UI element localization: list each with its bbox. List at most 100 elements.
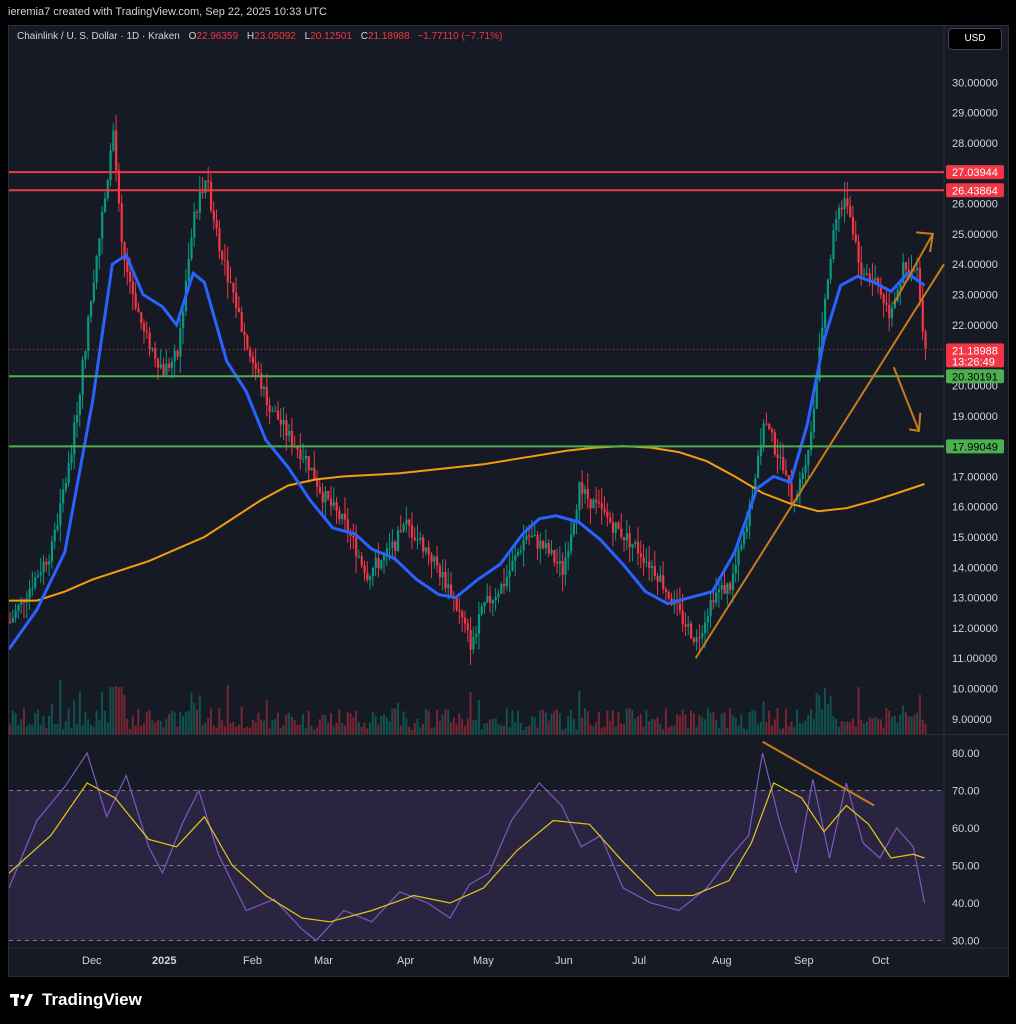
candle-body <box>827 279 829 298</box>
candle-body <box>277 411 279 420</box>
volume-bar <box>137 709 139 734</box>
volume-bar <box>553 711 555 734</box>
volume-bar <box>897 723 899 734</box>
candle-body <box>866 274 868 275</box>
candle-body <box>98 238 100 256</box>
time-tick-label: Mar <box>314 955 333 967</box>
price-tick-label: 26.00000 <box>952 199 998 211</box>
volume-bar <box>352 717 354 734</box>
volume-bar <box>263 721 265 734</box>
candle-body <box>631 544 633 547</box>
candle-body <box>196 212 198 213</box>
candle-body <box>34 577 36 588</box>
candle-body <box>470 630 472 649</box>
time-tick-label: Oct <box>872 955 889 967</box>
candle-body <box>243 332 245 336</box>
candle-body <box>227 261 229 282</box>
volume-bar <box>676 714 678 734</box>
volume-bar <box>37 710 39 734</box>
candle-body <box>112 130 114 150</box>
candle-body <box>430 554 432 561</box>
candle-body <box>322 493 324 503</box>
volume-bar <box>341 723 343 734</box>
volume-bar <box>523 730 525 734</box>
volume-bar <box>84 712 86 734</box>
candle-body <box>179 328 181 356</box>
candle-body <box>790 483 792 503</box>
candle-body <box>838 208 840 219</box>
candle-body <box>42 562 44 573</box>
volume-bar <box>539 711 541 734</box>
volume-bar <box>224 726 226 734</box>
candle-body <box>436 557 438 566</box>
candle-body <box>149 332 151 349</box>
price-tick-label: 16.00000 <box>952 502 998 514</box>
time-tick-label: Aug <box>712 955 732 967</box>
candle-body <box>567 551 569 557</box>
candle-body <box>283 420 285 424</box>
volume-bar <box>190 693 192 734</box>
volume-bar <box>232 722 234 734</box>
candle-body <box>271 411 273 412</box>
price-tick-label: 25.00000 <box>952 229 998 241</box>
volume-bar <box>218 708 220 734</box>
volume-bar <box>846 721 848 734</box>
volume-bar <box>796 709 798 734</box>
candle-body <box>587 489 589 499</box>
volume-bar <box>174 712 176 734</box>
candle-body <box>29 589 31 599</box>
volume-bar <box>590 725 592 734</box>
candle-body <box>765 424 767 425</box>
volume-bar <box>888 711 890 734</box>
volume-bar <box>818 695 820 734</box>
volume-bar <box>87 719 89 734</box>
bullish-arrow-shaft <box>894 234 933 304</box>
candle-body <box>210 182 212 210</box>
volume-bar <box>255 722 257 734</box>
volume-bar <box>637 716 639 734</box>
price-tick-label: 24.00000 <box>952 259 998 271</box>
candle-body <box>45 562 47 565</box>
rsi-tick-label: 50.00 <box>952 861 980 873</box>
volume-bar <box>570 710 572 734</box>
volume-bar <box>835 719 837 734</box>
price-chart[interactable]: 30.0000029.0000028.0000027.0000026.00000… <box>9 26 1008 976</box>
volume-bar <box>350 713 352 734</box>
candle-body <box>59 503 61 526</box>
chart-frame[interactable]: Chainlink / U. S. Dollar · 1D · Kraken O… <box>8 25 1009 977</box>
candle-body <box>514 555 516 561</box>
volume-bar <box>31 725 33 734</box>
volume-bar <box>246 727 248 734</box>
candle-body <box>458 610 460 612</box>
volume-bar <box>495 718 497 734</box>
volume-bar <box>774 719 776 734</box>
volume-bar <box>182 716 184 734</box>
volume-bar <box>249 728 251 734</box>
volume-bar <box>564 728 566 734</box>
volume-bar <box>403 711 405 734</box>
volume-bar <box>12 711 14 734</box>
volume-bar <box>511 711 513 734</box>
candle-body <box>874 278 876 280</box>
volume-bar <box>411 730 413 734</box>
candle-body <box>813 409 815 432</box>
volume-bar <box>489 719 491 734</box>
candle-body <box>316 480 318 487</box>
candle-body <box>118 170 120 203</box>
candle-body <box>735 565 737 573</box>
volume-bar <box>481 730 483 734</box>
volume-bar <box>358 722 360 734</box>
candle-body <box>648 562 650 568</box>
candle-body <box>643 557 645 563</box>
candle-body <box>394 541 396 551</box>
volume-bar <box>213 725 215 734</box>
candle-body <box>241 312 243 331</box>
volume-bar <box>578 691 580 734</box>
volume-bar <box>176 727 178 734</box>
volume-bar <box>765 722 767 734</box>
volume-bar <box>799 723 801 734</box>
candle-body <box>637 542 639 553</box>
volume-bar <box>143 723 145 734</box>
price-tick-label: 22.00000 <box>952 320 998 332</box>
volume-bar <box>919 695 921 734</box>
